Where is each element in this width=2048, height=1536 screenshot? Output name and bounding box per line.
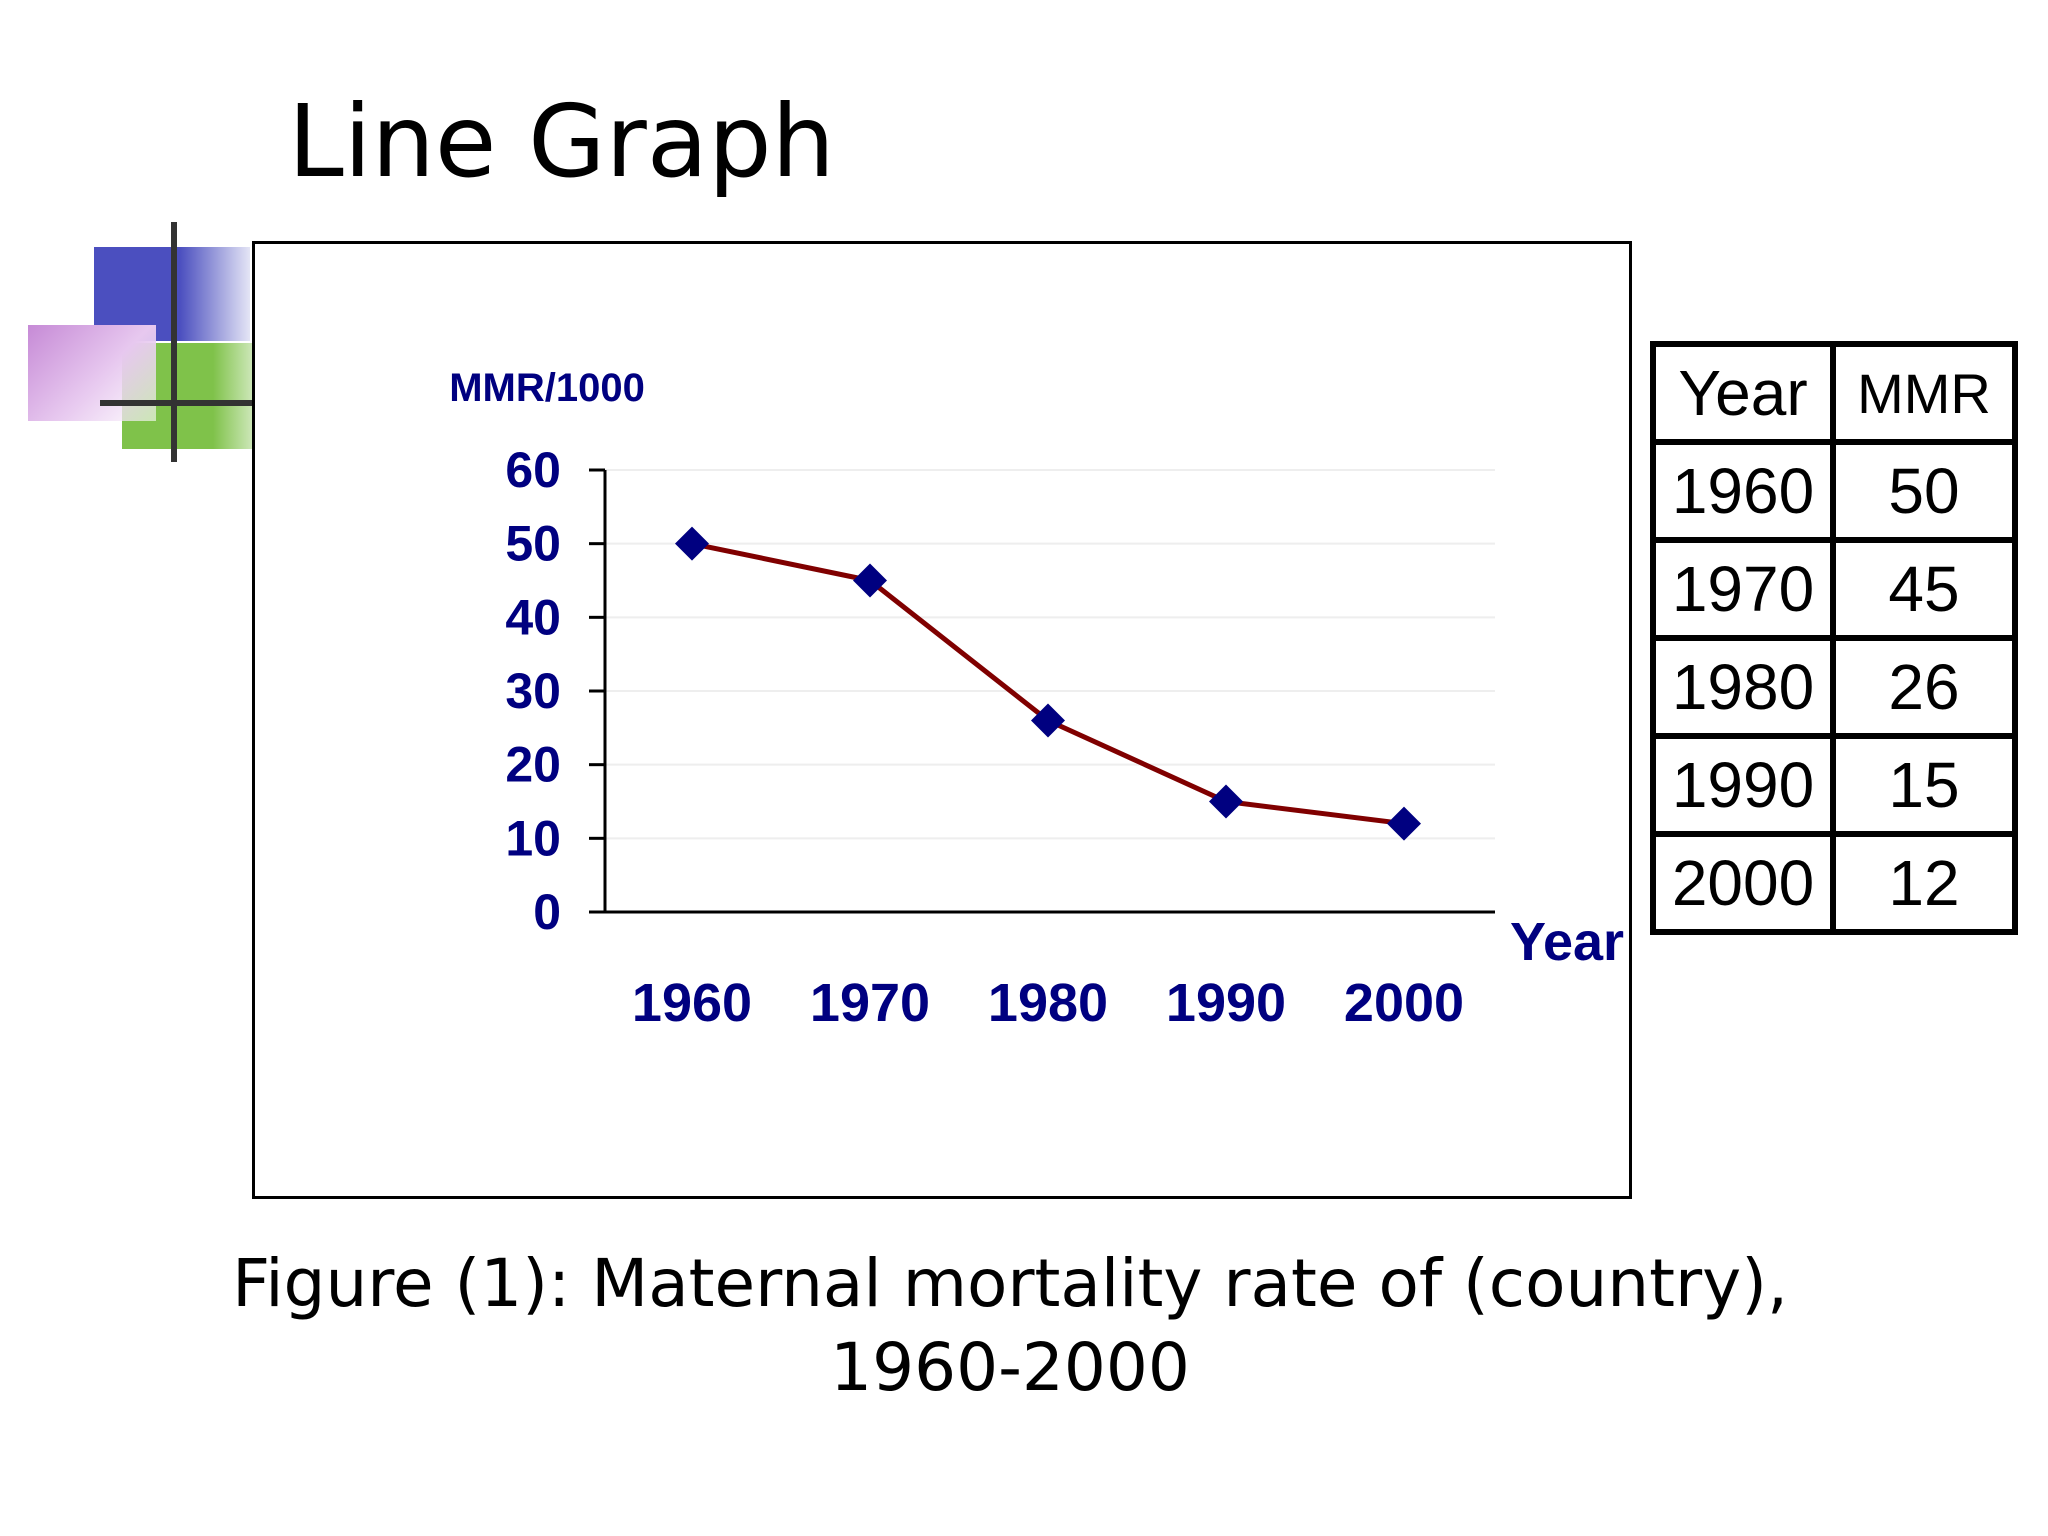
table-cell-mmr: 12 [1830, 831, 2018, 935]
table-header-mmr: MMR [1830, 341, 2018, 445]
x-tick-label: 1980 [988, 973, 1108, 1033]
x-tick-label: 1970 [810, 973, 930, 1033]
data-point-marker [1209, 784, 1243, 819]
figure-caption-line-2: 1960-2000 [830, 1329, 1190, 1406]
table-cell-mmr: 50 [1830, 439, 2018, 543]
y-tick-label: 10 [505, 810, 561, 866]
table-cell-year: 1990 [1650, 733, 1836, 837]
x-tick-label: 2000 [1344, 973, 1464, 1033]
data-point-marker [1031, 703, 1065, 738]
y-tick-label: 0 [533, 884, 561, 940]
table-row: 1980 26 [1650, 635, 2018, 739]
table-cell-year: 2000 [1650, 831, 1836, 935]
table-cell-mmr: 26 [1830, 635, 2018, 739]
table-header-row: Year MMR [1650, 341, 2018, 445]
chart-frame: 0 10 20 30 40 50 60 1960 1970 1980 1990 2000 MMR/100… [252, 241, 1632, 1199]
table-cell-year: 1970 [1650, 537, 1836, 641]
table-row: 2000 12 [1650, 831, 2018, 935]
y-tick-label: 60 [505, 442, 561, 498]
y-axis-title: MMR/1000 [449, 366, 645, 410]
table-header-year: Year [1650, 341, 1836, 445]
x-tick-label: 1990 [1166, 973, 1286, 1033]
figure-caption: Figure (1): Maternal mortality rate of (… [200, 1242, 1820, 1410]
data-table: Year MMR 1960 50 1970 45 1980 26 1990 15… [1650, 341, 2018, 935]
y-tick-label: 20 [505, 737, 561, 793]
y-tick-label: 50 [505, 516, 561, 572]
line-chart: 0 10 20 30 40 50 60 1960 1970 1980 1990 2000 MMR/100… [449, 366, 1624, 1033]
data-point-marker [853, 563, 887, 598]
data-point-marker [1387, 806, 1421, 841]
table-cell-year: 1960 [1650, 439, 1836, 543]
series-line [691, 541, 1405, 827]
decorative-pink-square [28, 325, 156, 421]
y-tick-label: 40 [505, 589, 561, 645]
y-tick-label: 30 [505, 663, 561, 719]
decorative-vertical-line [171, 222, 177, 462]
figure-caption-line-1: Figure (1): Maternal mortality rate of (… [232, 1245, 1788, 1322]
table-row: 1990 15 [1650, 733, 2018, 837]
slide-title: Line Graph [288, 83, 835, 200]
data-point-marker [675, 526, 709, 561]
decorative-horizontal-line [100, 400, 252, 406]
x-axis-title: Year [1510, 912, 1624, 972]
table-row: 1970 45 [1650, 537, 2018, 641]
table-cell-mmr: 45 [1830, 537, 2018, 641]
table-row: 1960 50 [1650, 439, 2018, 543]
table-cell-mmr: 15 [1830, 733, 2018, 837]
x-tick-label: 1960 [632, 973, 752, 1033]
table-cell-year: 1980 [1650, 635, 1836, 739]
